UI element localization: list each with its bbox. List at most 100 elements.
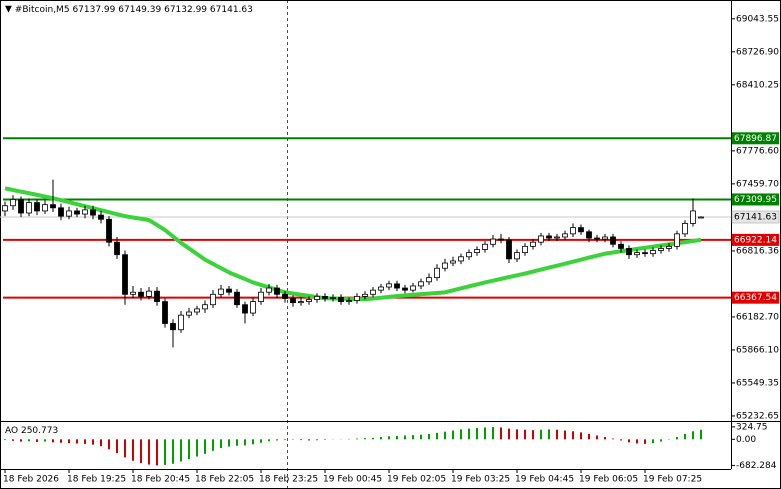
- candle-body: [530, 241, 536, 247]
- candle-body: [434, 267, 440, 279]
- candle-body: [546, 235, 552, 239]
- x-tick-label: 19 Feb 00:45: [323, 475, 382, 485]
- x-tick-label: 18 Feb 2026: [3, 475, 59, 485]
- indicator-tick-label: -682.284: [736, 461, 777, 471]
- candle-body: [90, 209, 96, 216]
- level-label: 66367.54: [734, 293, 777, 303]
- candle-body: [666, 245, 672, 249]
- candle-body: [26, 202, 32, 214]
- candle-body: [658, 248, 664, 251]
- candle-body: [130, 291, 136, 295]
- candle-body: [682, 223, 688, 235]
- candle-body: [410, 285, 416, 291]
- indicator-name: AO: [5, 426, 18, 436]
- candle-body: [82, 209, 88, 215]
- candle-body: [258, 291, 264, 302]
- candle-body: [490, 238, 496, 245]
- level-label: 67896.87: [734, 134, 777, 144]
- chart-header: ▼ #Bitcoin,M5 67137.99 67149.39 67132.99…: [5, 5, 253, 15]
- candle-body: [170, 323, 176, 331]
- level-label-box: [732, 291, 779, 304]
- candle-body: [314, 295, 320, 300]
- candle-body: [18, 199, 24, 214]
- candle-body: [466, 252, 472, 258]
- current-price-label: 67141.63: [734, 213, 777, 223]
- candle-body: [10, 199, 16, 207]
- candle-body: [394, 283, 400, 289]
- candle-body: [562, 233, 568, 238]
- candle-body: [386, 283, 392, 288]
- candle-body: [586, 231, 592, 239]
- candle-body: [594, 237, 600, 240]
- candle-body: [458, 256, 464, 262]
- candle-body: [690, 210, 696, 224]
- x-tick-label: 18 Feb 23:25: [259, 475, 318, 485]
- candle-body: [122, 254, 128, 295]
- y-tick-label: 66816.36: [736, 246, 779, 256]
- candle-body: [626, 248, 632, 256]
- candle-body: [146, 290, 152, 297]
- candle-body: [642, 252, 648, 255]
- indicator-header: AO 250.773: [5, 426, 58, 436]
- candle-body: [554, 236, 560, 239]
- candle-body: [474, 249, 480, 254]
- level-label-box: [732, 233, 779, 246]
- y-tick-label: 67459.70: [736, 179, 779, 189]
- y-tick-label: 69043.55: [736, 14, 779, 24]
- candle-body: [506, 239, 512, 260]
- candle-body: [538, 235, 544, 243]
- candle-body: [426, 277, 432, 283]
- candle-body: [322, 295, 328, 299]
- level-label: 67309.95: [734, 195, 777, 205]
- moving-average: [4, 186, 702, 302]
- current-price-box: [731, 210, 780, 224]
- last-high: 67149.39: [118, 5, 161, 15]
- candle-body: [442, 262, 448, 269]
- y-tick-label: 68726.90: [736, 47, 779, 57]
- candle-body: [114, 241, 120, 256]
- candle-body: [602, 236, 608, 240]
- x-tick-label: 19 Feb 03:25: [451, 475, 510, 485]
- candle-body: [202, 304, 208, 310]
- candle-body: [250, 301, 256, 314]
- last-open: 67137.99: [72, 5, 115, 15]
- candle-body: [186, 311, 192, 316]
- candle-body: [402, 287, 408, 291]
- candle-body: [218, 288, 224, 295]
- candle-body: [226, 288, 232, 293]
- candle-body: [522, 245, 528, 254]
- x-tick-label: 18 Feb 22:05: [195, 475, 254, 485]
- candle-body: [514, 252, 520, 260]
- x-tick-label: 19 Feb 02:05: [387, 475, 446, 485]
- candle-body: [266, 287, 272, 293]
- candle-body: [74, 210, 80, 215]
- candle-body: [282, 293, 288, 299]
- candle-body: [610, 236, 616, 245]
- candle-body: [138, 291, 144, 297]
- last-close: 67141.63: [210, 5, 253, 15]
- candle-body: [362, 293, 368, 297]
- candle-body: [650, 250, 656, 255]
- level-label-box: [732, 132, 779, 145]
- candle-body: [618, 243, 624, 249]
- candle-body: [58, 207, 64, 217]
- candle-body: [370, 289, 376, 295]
- indicator-tick-label: 324.75: [736, 422, 768, 432]
- indicator-value: 250.773: [21, 426, 58, 436]
- candle-body: [338, 297, 344, 302]
- x-tick-label: 18 Feb 20:45: [131, 475, 190, 485]
- candle-body: [234, 291, 240, 306]
- candle-body: [66, 210, 72, 217]
- y-tick-label: 68410.25: [736, 80, 779, 90]
- candle-body: [450, 260, 456, 264]
- candle-body: [482, 243, 488, 250]
- indicator-tick-label: 0.00: [736, 435, 756, 445]
- candle-body: [34, 202, 40, 212]
- y-tick-label: 65232.65: [736, 411, 779, 421]
- candle-body: [98, 214, 104, 220]
- candle-body: [570, 227, 576, 235]
- candle-body: [178, 314, 184, 331]
- candle-body: [346, 300, 352, 302]
